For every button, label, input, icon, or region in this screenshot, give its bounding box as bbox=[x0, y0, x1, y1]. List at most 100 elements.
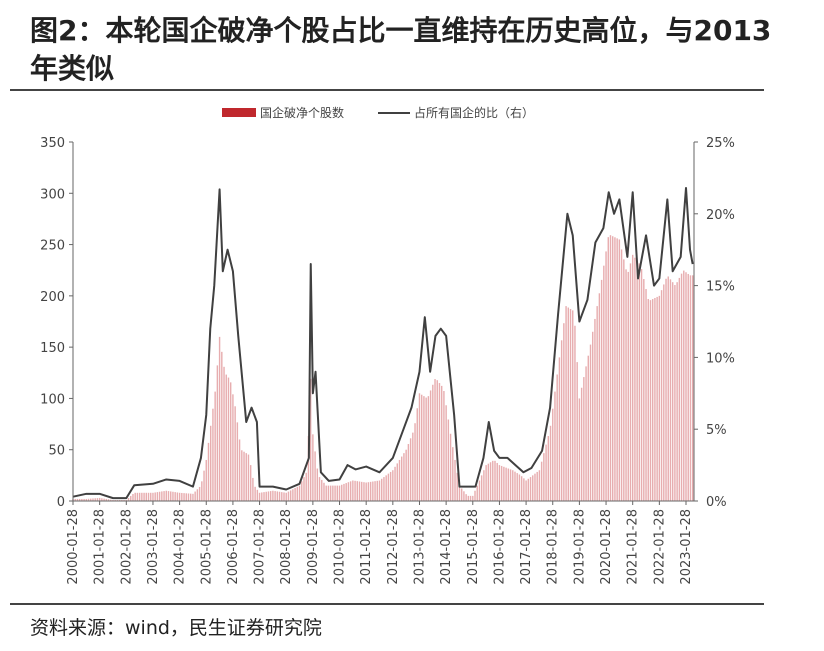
x-tick-label: 2004-01-28 bbox=[173, 509, 188, 585]
bar bbox=[676, 282, 678, 501]
bar bbox=[198, 486, 201, 501]
legend-bar-label: 国企破净个股数 bbox=[260, 105, 344, 120]
bar bbox=[381, 478, 383, 501]
bar bbox=[254, 486, 256, 501]
bar bbox=[492, 460, 494, 501]
bar bbox=[321, 479, 323, 501]
bar bbox=[683, 270, 685, 501]
bar bbox=[529, 477, 532, 501]
y-left-tick-label: 150 bbox=[40, 341, 65, 356]
bar bbox=[101, 498, 103, 501]
bar bbox=[418, 393, 421, 501]
bar bbox=[440, 385, 443, 501]
bar bbox=[281, 492, 283, 501]
bar bbox=[409, 438, 412, 501]
bar bbox=[272, 490, 274, 501]
bar bbox=[525, 480, 527, 501]
bar bbox=[214, 391, 216, 501]
bar bbox=[674, 285, 676, 501]
bar bbox=[154, 492, 156, 501]
bar bbox=[252, 477, 254, 501]
bar bbox=[516, 473, 518, 501]
bar bbox=[187, 493, 190, 501]
bar bbox=[127, 497, 130, 501]
bar bbox=[505, 467, 507, 501]
bar bbox=[585, 366, 587, 501]
bar bbox=[649, 300, 652, 501]
bar bbox=[274, 491, 276, 501]
bar bbox=[318, 477, 321, 501]
top-rule bbox=[10, 89, 764, 91]
bar bbox=[249, 465, 252, 501]
bar bbox=[532, 475, 534, 501]
bar bbox=[247, 454, 250, 501]
bar bbox=[514, 471, 516, 501]
bar bbox=[598, 293, 601, 501]
bar bbox=[596, 306, 598, 501]
bar bbox=[429, 390, 432, 501]
bar bbox=[527, 478, 530, 501]
y-left-tick-label: 300 bbox=[40, 187, 65, 202]
bar bbox=[312, 434, 314, 501]
bar bbox=[132, 493, 134, 501]
bar bbox=[392, 470, 394, 501]
bar bbox=[447, 419, 450, 501]
bar bbox=[85, 498, 88, 501]
bar bbox=[494, 460, 496, 501]
bar bbox=[665, 278, 667, 501]
bar bbox=[307, 436, 310, 501]
bar bbox=[352, 480, 354, 501]
bar bbox=[138, 492, 141, 501]
bar bbox=[341, 484, 343, 501]
bar bbox=[190, 493, 192, 501]
bar bbox=[103, 498, 105, 501]
bar bbox=[145, 492, 147, 501]
bar bbox=[423, 396, 425, 501]
bar bbox=[612, 236, 614, 502]
bar bbox=[507, 468, 510, 501]
bar bbox=[627, 271, 629, 501]
bar bbox=[432, 384, 434, 501]
y-right-tick-label: 15% bbox=[706, 280, 735, 295]
y-left-tick-label: 250 bbox=[40, 239, 65, 254]
bar bbox=[98, 497, 101, 501]
bar bbox=[114, 499, 116, 501]
bar bbox=[378, 480, 381, 501]
bar bbox=[125, 499, 128, 501]
y-left-tick-label: 350 bbox=[40, 136, 65, 151]
bar bbox=[691, 275, 694, 501]
bar bbox=[629, 263, 632, 501]
bar bbox=[136, 492, 139, 501]
bar bbox=[161, 491, 163, 501]
source-note: 资料来源：wind，民生证券研究院 bbox=[30, 617, 322, 639]
bar bbox=[358, 481, 361, 501]
axes: 0 50 100 150 200 250 300 350 0% 5% 10% 15% 20% 25% 200… bbox=[40, 136, 735, 585]
bar bbox=[405, 449, 407, 501]
bar bbox=[258, 492, 261, 501]
x-tick-label: 2014-01-28 bbox=[439, 509, 454, 585]
bar bbox=[563, 323, 565, 501]
bar-series bbox=[72, 235, 694, 502]
bar bbox=[685, 272, 687, 501]
bar bbox=[445, 405, 447, 501]
bar bbox=[107, 499, 110, 501]
bar bbox=[583, 377, 585, 501]
bar bbox=[110, 499, 112, 501]
bar bbox=[467, 495, 470, 501]
bar bbox=[609, 235, 612, 502]
bar bbox=[634, 257, 636, 501]
bar bbox=[383, 477, 385, 501]
bar bbox=[205, 459, 207, 501]
bar bbox=[623, 259, 625, 501]
bar bbox=[389, 471, 392, 501]
bar bbox=[176, 492, 179, 501]
bar bbox=[243, 451, 245, 501]
bar bbox=[540, 461, 543, 501]
bar bbox=[376, 480, 378, 501]
y-left-tick-label: 200 bbox=[40, 290, 65, 305]
bar bbox=[574, 325, 576, 501]
bar bbox=[296, 486, 299, 501]
bar bbox=[600, 279, 603, 501]
bar bbox=[558, 357, 561, 501]
bar bbox=[238, 439, 241, 501]
